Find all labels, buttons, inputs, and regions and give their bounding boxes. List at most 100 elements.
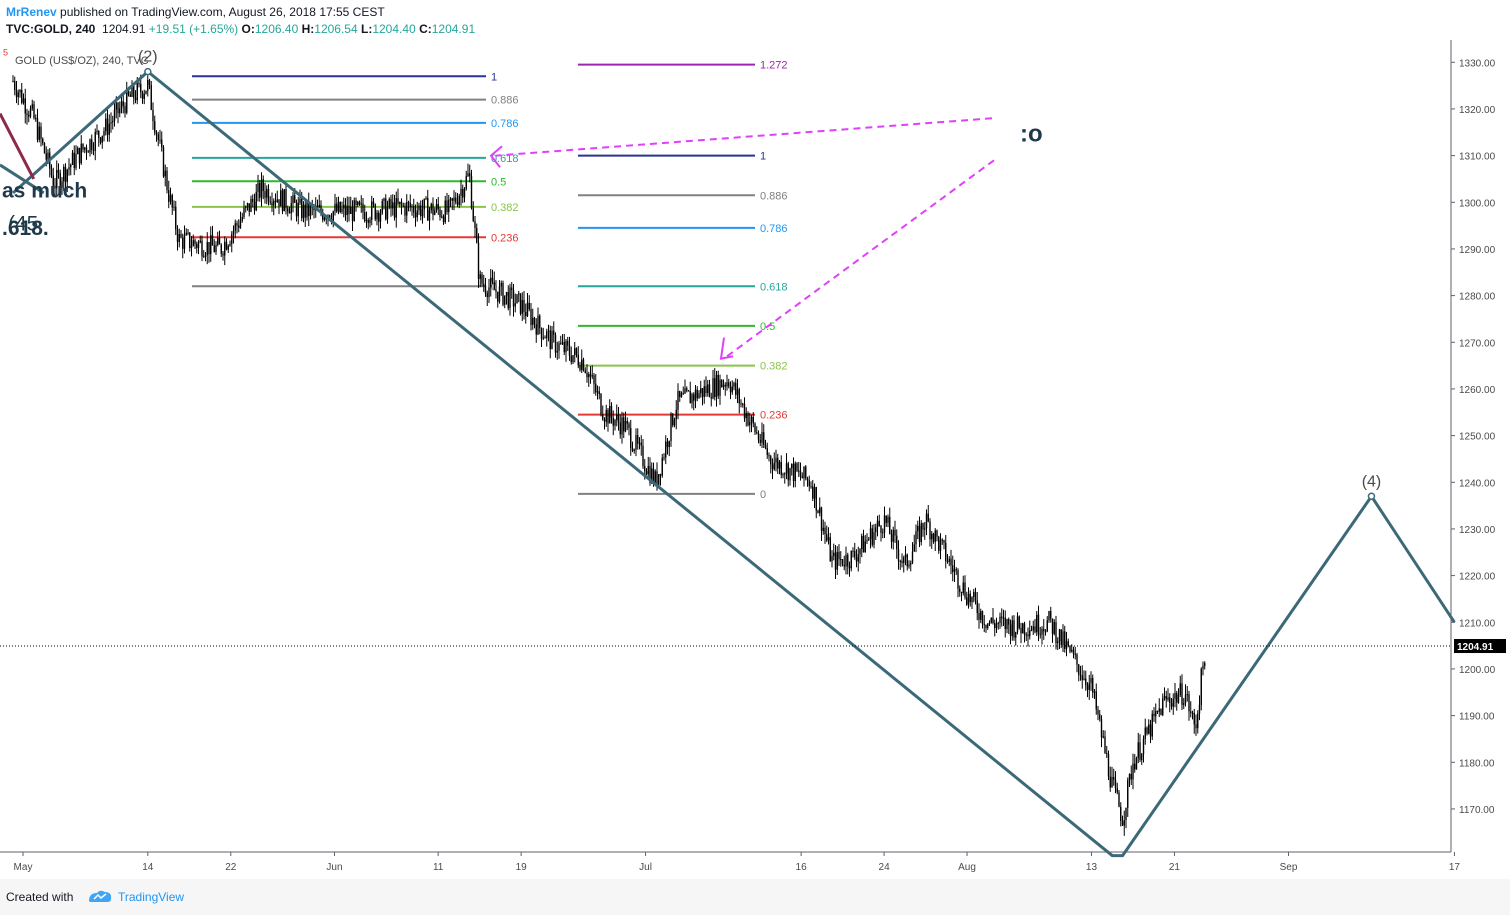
candle-body bbox=[570, 355, 572, 363]
candle-body bbox=[47, 152, 49, 160]
y-tick-label: 1190.00 bbox=[1459, 712, 1495, 723]
candle-body bbox=[635, 435, 637, 450]
candle-body bbox=[278, 199, 280, 207]
y-tick-label: 1230.00 bbox=[1459, 525, 1496, 536]
candle-body bbox=[460, 188, 462, 196]
candle-body bbox=[374, 204, 376, 220]
candle-body bbox=[210, 235, 212, 255]
candle-body bbox=[880, 525, 882, 533]
candle-body bbox=[178, 234, 180, 242]
candle-body bbox=[105, 118, 107, 132]
candle-body bbox=[1134, 763, 1136, 770]
candle-body bbox=[486, 293, 488, 298]
candle-body bbox=[378, 212, 380, 222]
annotations: GOLD (US$/OZ), 240, TVC:o as much (45.618.… bbox=[2, 47, 1043, 240]
low-label: L: bbox=[361, 22, 373, 36]
candle-body bbox=[413, 205, 415, 213]
candle-body bbox=[521, 299, 523, 314]
candle-body bbox=[722, 384, 725, 388]
publish-line: MrRenev published on TradingView.com, Au… bbox=[6, 5, 385, 19]
candle-body bbox=[1120, 806, 1122, 822]
price-chart[interactable]: 1.27210.8860.7860.6180.50.3820.23601.414… bbox=[0, 40, 1510, 879]
candle-body bbox=[358, 201, 361, 205]
candle-body bbox=[985, 624, 987, 628]
author-link[interactable]: MrRenev bbox=[6, 5, 57, 19]
candle-body bbox=[875, 527, 877, 533]
candle-body bbox=[721, 379, 723, 388]
candle-body bbox=[432, 203, 434, 215]
candle-body bbox=[367, 220, 369, 223]
candle-body bbox=[1146, 727, 1148, 734]
candle-body bbox=[309, 205, 312, 216]
candle-body bbox=[495, 289, 497, 292]
candle-body bbox=[925, 513, 928, 529]
tradingview-link[interactable]: TradingView bbox=[118, 890, 185, 904]
candle-body bbox=[297, 202, 299, 217]
candle-body bbox=[959, 588, 961, 592]
candle-body bbox=[134, 97, 137, 101]
candle-body bbox=[981, 611, 984, 624]
candle-body bbox=[1116, 788, 1118, 793]
candle-body bbox=[624, 421, 627, 432]
candle-body bbox=[231, 234, 233, 244]
candle-body bbox=[269, 201, 271, 203]
candle-body bbox=[1183, 703, 1185, 705]
candle-body bbox=[147, 80, 149, 91]
candle-body bbox=[1191, 712, 1194, 714]
candle-body bbox=[484, 285, 487, 294]
candle-body bbox=[236, 223, 238, 226]
candle-body bbox=[441, 216, 443, 218]
elliott-wave-lines[interactable]: (2) (4) bbox=[0, 49, 1456, 858]
candle-body bbox=[339, 202, 341, 212]
candle-body bbox=[869, 528, 872, 540]
candle-body bbox=[1198, 704, 1201, 714]
candle-body bbox=[883, 515, 886, 533]
candle-body bbox=[1004, 617, 1006, 630]
candle-body bbox=[497, 291, 499, 302]
candle-body bbox=[582, 359, 585, 371]
candle-body bbox=[1064, 631, 1066, 649]
annotation-arrows bbox=[489, 117, 995, 360]
candle-body bbox=[899, 560, 901, 562]
candle-body bbox=[224, 241, 226, 256]
candle-body bbox=[698, 393, 700, 399]
fib-level-label: 0.886 bbox=[491, 95, 519, 107]
fib-level-label: 0.618 bbox=[491, 153, 519, 165]
candle-body bbox=[1177, 694, 1180, 703]
candle-body bbox=[686, 388, 688, 391]
x-tick-label: 17 bbox=[1449, 862, 1461, 873]
candle-body bbox=[638, 442, 641, 444]
candle-body bbox=[829, 537, 831, 562]
open-value: 1206.40 bbox=[254, 22, 299, 36]
x-tick-label: 22 bbox=[225, 862, 237, 873]
candle-body bbox=[1130, 773, 1132, 780]
candle-body bbox=[656, 471, 658, 487]
candle-body bbox=[476, 227, 478, 243]
candle-body bbox=[416, 210, 418, 218]
candle-body bbox=[726, 382, 728, 387]
candle-body bbox=[516, 294, 518, 304]
candle-body bbox=[511, 287, 513, 291]
candle-body bbox=[637, 435, 639, 444]
candle-body bbox=[1043, 628, 1045, 632]
candle-body bbox=[812, 486, 814, 499]
y-tick-label: 1280.00 bbox=[1459, 292, 1496, 303]
candle-body bbox=[462, 188, 464, 198]
candle-body bbox=[577, 354, 579, 366]
x-tick-label: Jun bbox=[326, 862, 342, 873]
candle-body bbox=[1190, 711, 1192, 714]
candle-body bbox=[705, 386, 707, 394]
candle-body bbox=[994, 622, 996, 629]
candle-body bbox=[1179, 683, 1181, 695]
candle-body bbox=[694, 389, 697, 401]
candle-body bbox=[910, 563, 912, 565]
candle-body bbox=[761, 432, 763, 443]
candle-body bbox=[642, 445, 644, 467]
candle-body bbox=[736, 389, 739, 395]
candle-body bbox=[530, 309, 532, 326]
candle-body bbox=[836, 551, 838, 570]
candle-body bbox=[955, 569, 957, 571]
candle-body bbox=[1022, 623, 1024, 634]
candle-body bbox=[777, 457, 779, 469]
candle-body bbox=[885, 515, 887, 523]
